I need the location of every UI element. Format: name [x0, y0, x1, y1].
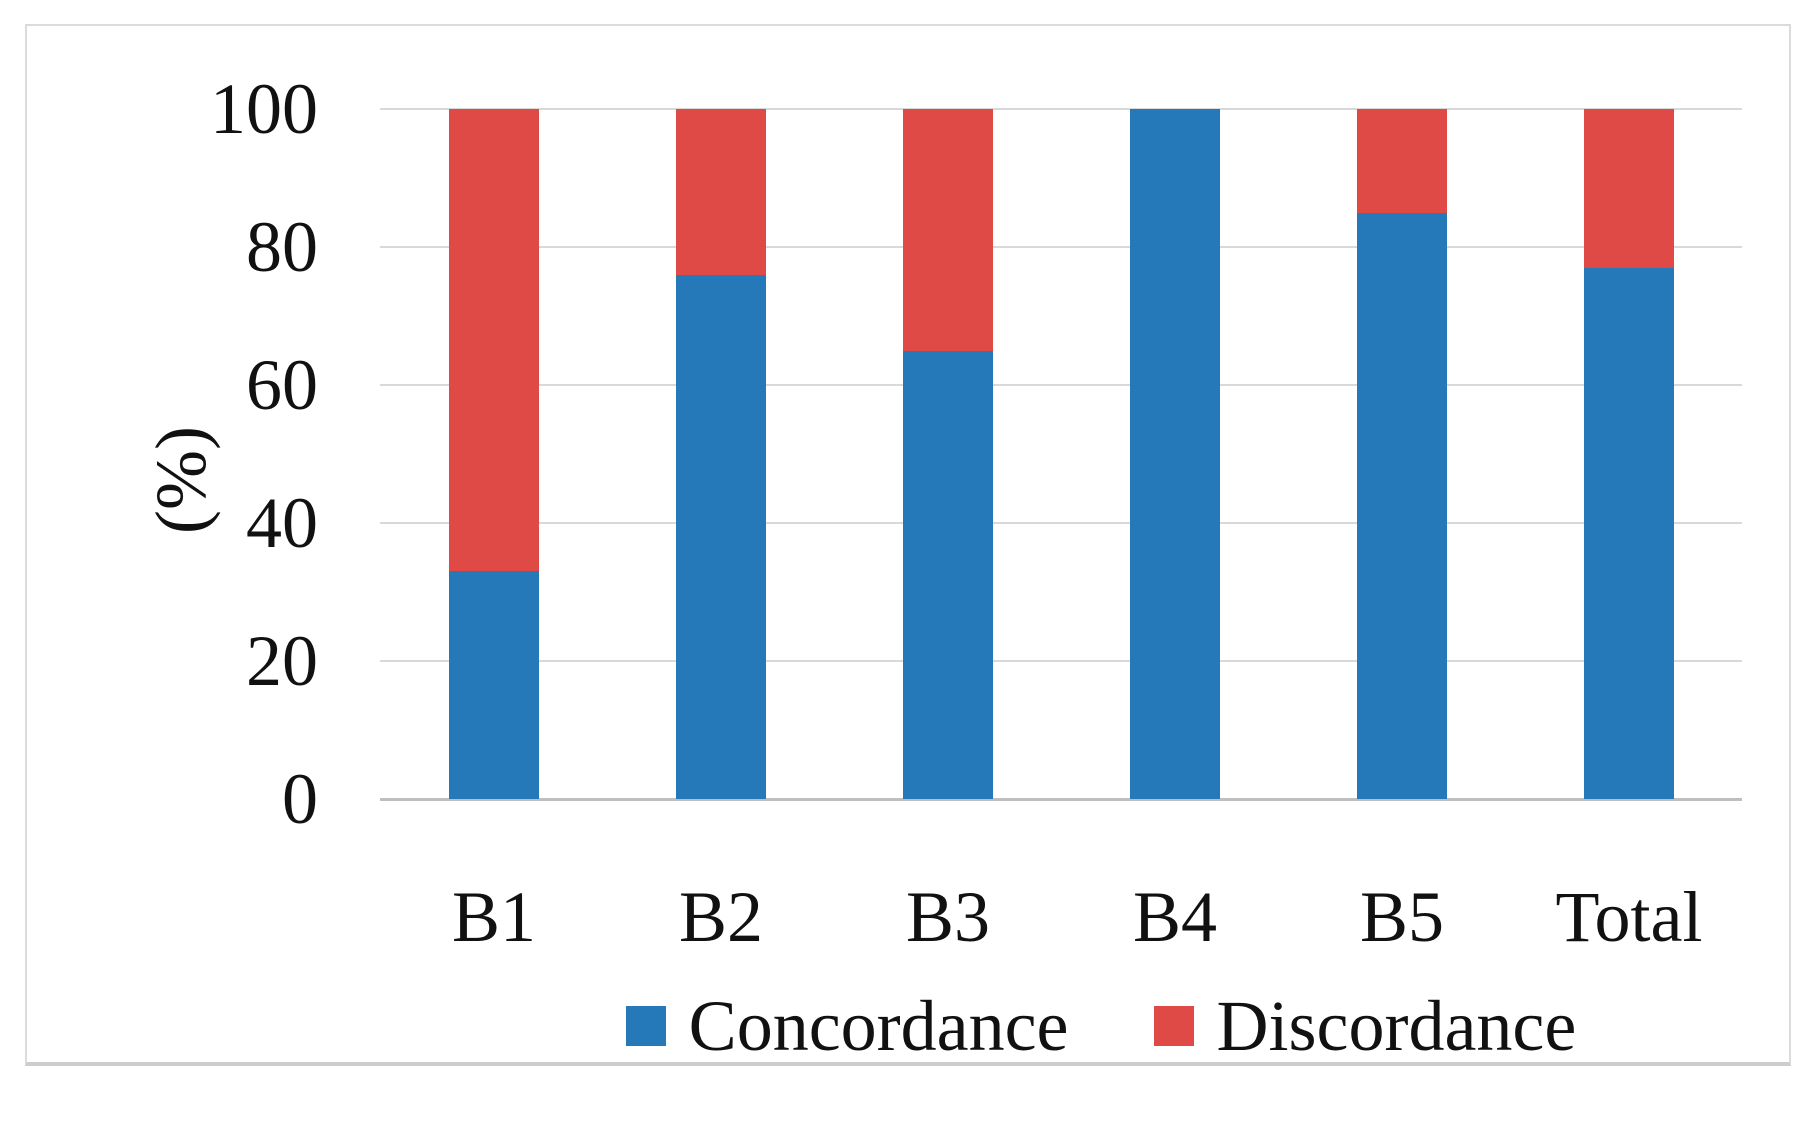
stacked-bar-b2	[676, 109, 766, 799]
y-tick-label-0: 0	[282, 759, 318, 839]
legend-item-concordance: Concordance	[625, 981, 1069, 1071]
legend-item-discordance: Discordance	[1153, 981, 1577, 1071]
x-axis-line	[380, 798, 1742, 801]
x-category-label-b2: B2	[678, 877, 764, 957]
bar-segment-concordance-b4	[1130, 109, 1220, 799]
plot-area	[380, 109, 1742, 799]
y-tick-label-60: 60	[246, 345, 318, 425]
x-category-label-b4: B4	[1132, 877, 1218, 957]
y-tick-label-100: 100	[210, 69, 318, 149]
y-tick-label-20: 20	[246, 621, 318, 701]
stacked-bar-b5	[1357, 109, 1447, 799]
stacked-bar-b4	[1130, 109, 1220, 799]
gridline-20	[380, 660, 1742, 662]
bar-segment-discordance-b2	[676, 109, 766, 275]
legend: Concordance Discordance	[405, 978, 1767, 1073]
legend-label-concordance: Concordance	[688, 985, 1069, 1066]
bar-segment-concordance-b2	[676, 274, 766, 799]
y-tick-label-80: 80	[246, 207, 318, 287]
bar-segment-concordance-b3	[903, 350, 993, 799]
bar-segment-concordance-b5	[1357, 212, 1447, 799]
discordance-color-swatch-icon	[1153, 1005, 1194, 1046]
x-category-label-b5: B5	[1359, 877, 1445, 957]
bar-segment-discordance-total	[1584, 109, 1674, 268]
x-category-label-b3: B3	[905, 877, 991, 957]
bar-segment-concordance-total	[1584, 267, 1674, 799]
bar-segment-discordance-b3	[903, 109, 993, 351]
stacked-bar-b3	[903, 109, 993, 799]
stacked-bar-b1	[449, 109, 539, 799]
x-category-label-total: Total	[1555, 877, 1703, 957]
gridline-80	[380, 246, 1742, 248]
bar-segment-concordance-b1	[449, 571, 539, 799]
concordance-color-swatch-icon	[625, 1005, 666, 1046]
stacked-bar-total	[1584, 109, 1674, 799]
legend-label-discordance: Discordance	[1216, 985, 1577, 1066]
gridline-100	[380, 108, 1742, 110]
bar-segment-discordance-b5	[1357, 109, 1447, 213]
gridline-60	[380, 384, 1742, 386]
y-tick-label-40: 40	[246, 483, 318, 563]
bar-segment-discordance-b1	[449, 109, 539, 572]
gridline-40	[380, 522, 1742, 524]
x-category-label-b1: B1	[451, 877, 537, 957]
chart-frame: (%) 0 20 40 60 80 100 B1 B2 B3 B4 B5 Total Concord…	[25, 24, 1791, 1066]
